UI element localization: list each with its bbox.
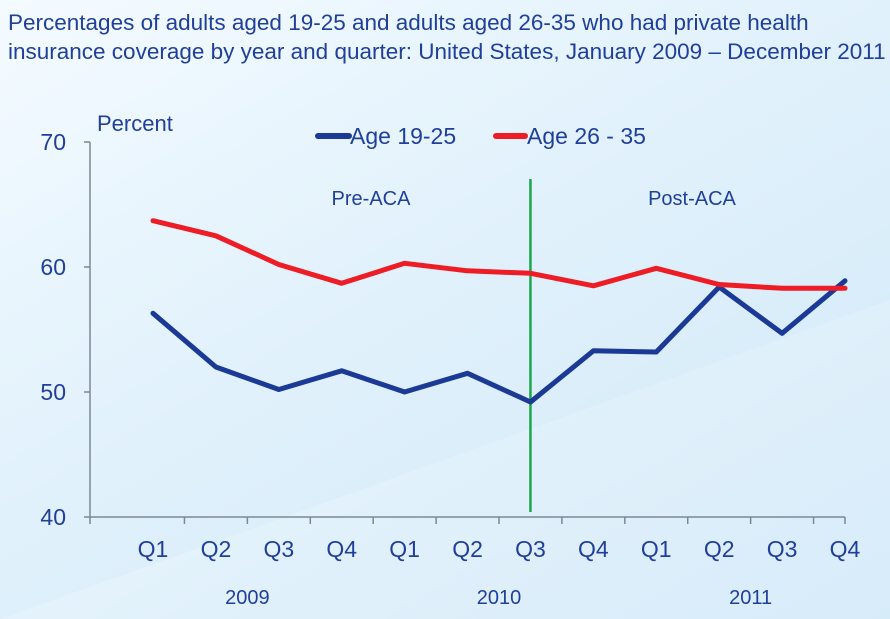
y-axis-ticks: 40 50 60 70: [40, 129, 90, 530]
x-tick-label: Q1: [641, 536, 672, 562]
x-tick-label: Q1: [389, 536, 420, 562]
y-tick-label: 40: [40, 504, 66, 530]
background-sheen: [0, 300, 890, 619]
x-tick-label: Q4: [578, 536, 609, 562]
y-tick-label: 50: [40, 379, 66, 405]
x-tick-label: Q4: [326, 536, 357, 562]
legend-label-age-26-35: Age 26 - 35: [527, 123, 646, 149]
pre-aca-annotation: Pre-ACA: [332, 188, 412, 210]
legend-label-age-19-25: Age 19-25: [350, 123, 456, 149]
x-tick-label: Q3: [263, 536, 294, 562]
x-tick-label: Q3: [515, 536, 546, 562]
x-tick-label: Q2: [704, 536, 735, 562]
year-labels: 2009 2010 2011: [225, 587, 772, 609]
year-label: 2010: [477, 587, 522, 609]
series-line-age-19-25: [150, 278, 848, 405]
year-label: 2011: [729, 587, 772, 609]
x-tick-label: Q2: [201, 536, 232, 562]
x-tick-label: Q4: [830, 536, 861, 562]
y-tick-label: 70: [40, 129, 66, 155]
series-lines: [150, 218, 848, 405]
post-aca-annotation: Post-ACA: [648, 188, 736, 210]
legend: Age 19-25 Age 26 - 35: [315, 123, 646, 149]
x-tick-label: Q1: [138, 536, 169, 562]
series-line-age-26-35: [150, 218, 848, 291]
y-tick-label: 60: [40, 254, 66, 280]
x-tick-label: Q2: [452, 536, 483, 562]
x-axis-ticks: Q1 Q2 Q3 Q4 Q1 Q2 Q3 Q4 Q1 Q2 Q3 Q4: [89, 517, 861, 562]
chart-title: Percentages of adults aged 19-25 and adu…: [8, 10, 886, 64]
axes: [89, 142, 845, 518]
year-label: 2009: [225, 587, 270, 609]
x-tick-label: Q3: [767, 536, 798, 562]
y-axis-title: Percent: [97, 111, 173, 136]
